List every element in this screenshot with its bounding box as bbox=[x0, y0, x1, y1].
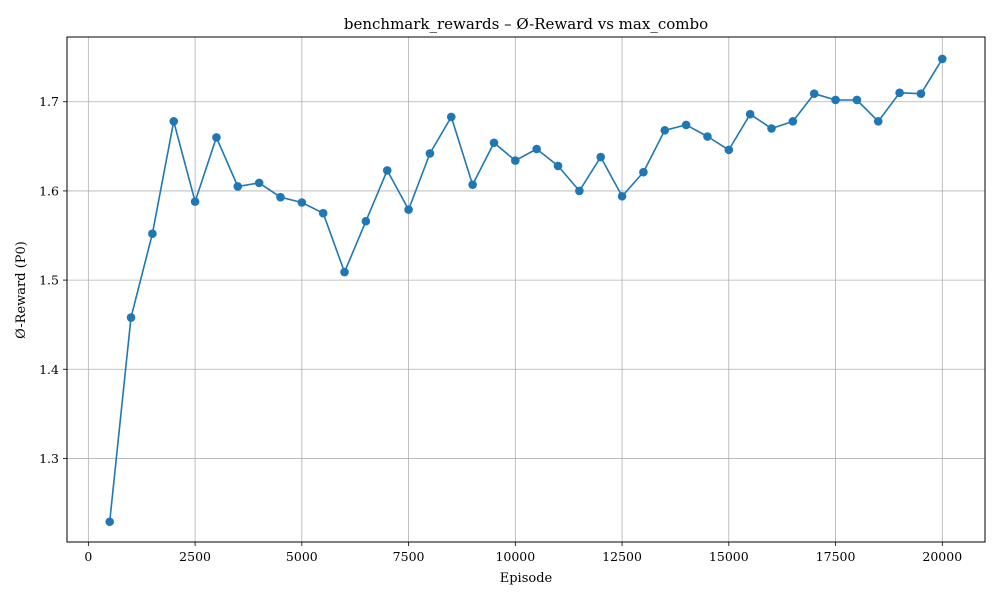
data-point bbox=[681, 120, 691, 130]
data-point bbox=[895, 88, 904, 98]
series-line bbox=[108, 58, 943, 522]
data-point bbox=[852, 95, 862, 105]
data-point bbox=[639, 167, 648, 177]
data-point bbox=[809, 89, 819, 99]
data-point bbox=[873, 117, 883, 126]
data-point bbox=[489, 138, 499, 148]
data-point bbox=[938, 54, 947, 64]
data-point bbox=[105, 517, 114, 527]
data-point bbox=[169, 117, 179, 126]
data-point bbox=[703, 132, 712, 141]
data-point bbox=[575, 186, 584, 196]
marker-layer bbox=[105, 54, 947, 527]
data-point bbox=[126, 313, 136, 322]
data-point bbox=[276, 192, 285, 202]
x-axis-label: Episode bbox=[500, 571, 553, 586]
x-tick-label: 7500 bbox=[393, 549, 425, 564]
data-point bbox=[617, 191, 627, 201]
x-tick-label: 0 bbox=[84, 549, 92, 564]
data-point bbox=[745, 109, 755, 119]
x-tick-label: 5000 bbox=[286, 549, 318, 564]
x-tick-label: 15000 bbox=[709, 549, 749, 564]
x-tick-label: 20000 bbox=[922, 549, 962, 564]
data-point bbox=[596, 152, 606, 162]
data-point bbox=[233, 182, 243, 191]
data-point bbox=[767, 124, 776, 133]
y-axis-label: Ø-Reward (P0) bbox=[14, 241, 29, 339]
data-point bbox=[446, 112, 456, 122]
data-point bbox=[318, 208, 328, 218]
y-tick-label: 1.7 bbox=[39, 94, 59, 109]
data-point bbox=[532, 144, 541, 154]
x-tick-label: 2500 bbox=[179, 549, 211, 564]
data-point bbox=[297, 198, 307, 207]
data-point bbox=[190, 197, 200, 206]
grid-layer bbox=[67, 37, 985, 542]
data-point bbox=[468, 180, 477, 189]
data-point bbox=[148, 229, 157, 239]
data-point bbox=[361, 216, 371, 226]
plot-frame bbox=[66, 36, 986, 543]
y-tick-label: 1.3 bbox=[39, 451, 59, 466]
data-point bbox=[916, 89, 926, 99]
y-tick-label: 1.6 bbox=[39, 183, 59, 198]
data-point bbox=[788, 117, 798, 126]
data-point bbox=[511, 156, 520, 165]
data-point bbox=[254, 178, 264, 188]
data-point bbox=[212, 133, 221, 142]
data-point bbox=[340, 267, 349, 277]
y-tick-label: 1.5 bbox=[39, 273, 59, 288]
data-point bbox=[660, 125, 670, 135]
x-tick-label: 10000 bbox=[495, 549, 535, 564]
tick-layer: 0 2500 5000 7500 10000 12500 15000 17500 20000 1.… bbox=[39, 94, 962, 564]
data-point bbox=[553, 161, 563, 171]
x-tick-label: 12500 bbox=[602, 549, 642, 564]
data-point bbox=[404, 205, 413, 214]
data-point bbox=[831, 95, 840, 105]
data-point bbox=[724, 145, 734, 155]
series-layer bbox=[108, 58, 943, 522]
data-point bbox=[425, 149, 435, 158]
y-tick-label: 1.4 bbox=[39, 362, 59, 377]
x-tick-label: 17500 bbox=[816, 549, 856, 564]
chart-title: benchmark_rewards – Ø-Reward vs max_comb… bbox=[344, 15, 708, 33]
data-point bbox=[382, 166, 392, 175]
